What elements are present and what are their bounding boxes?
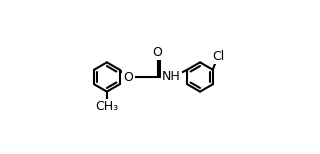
Text: NH: NH — [162, 70, 181, 83]
Text: Cl: Cl — [212, 50, 224, 63]
Text: O: O — [152, 46, 162, 59]
Text: CH₃: CH₃ — [95, 100, 118, 113]
Text: O: O — [124, 71, 133, 83]
